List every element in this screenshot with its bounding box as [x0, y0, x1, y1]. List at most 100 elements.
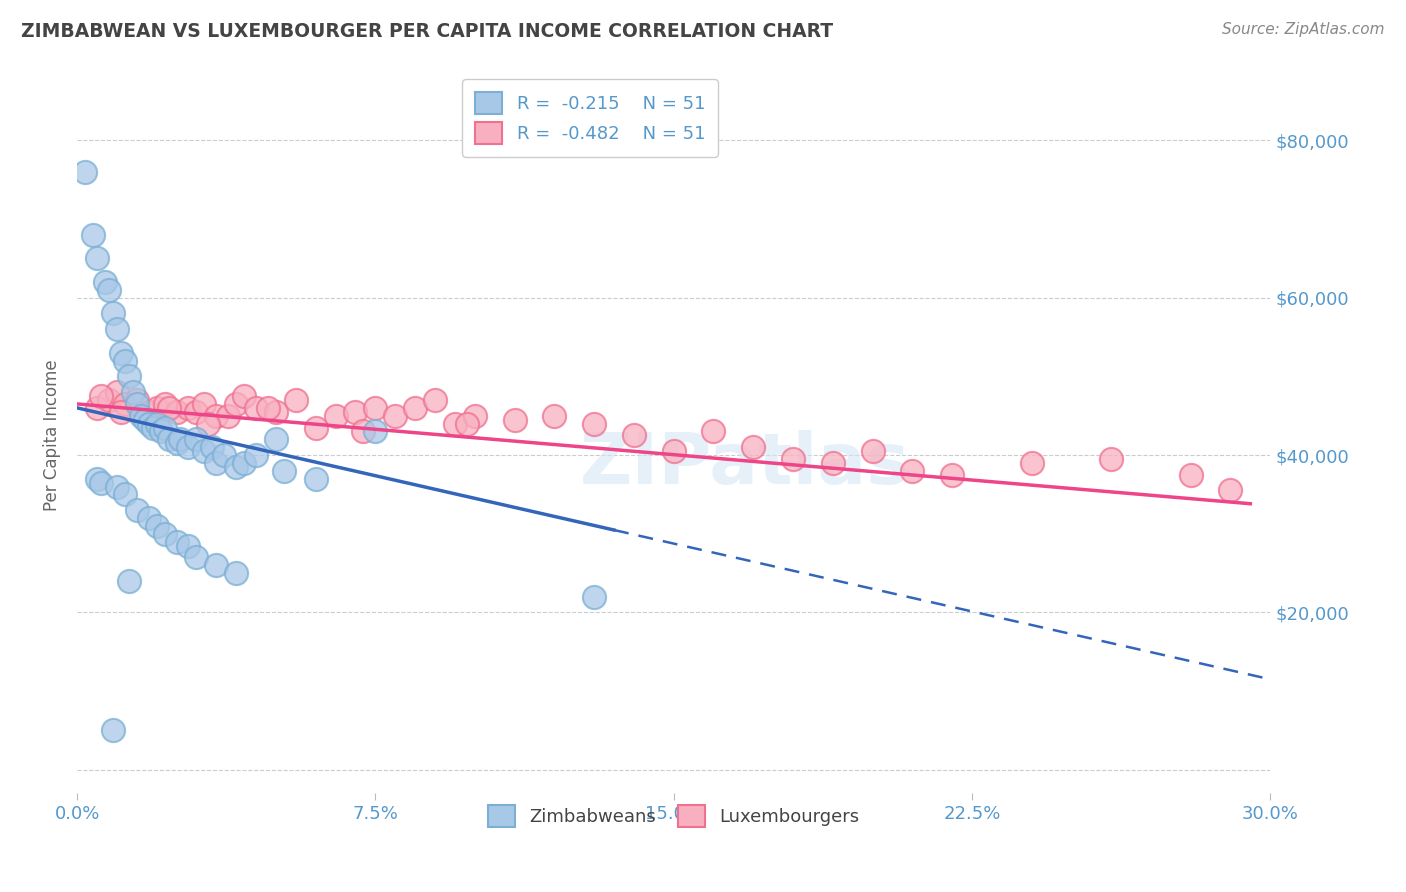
Point: [97, 283, 120, 297]
Point: [623, 428, 645, 442]
Point: [364, 401, 387, 415]
Point: [364, 425, 387, 439]
Point: [90, 389, 112, 403]
Point: [129, 409, 152, 423]
Point: [742, 440, 765, 454]
Point: [1219, 483, 1241, 498]
Point: [225, 459, 247, 474]
Point: [352, 425, 374, 439]
Text: ZIMBABWEAN VS LUXEMBOURGER PER CAPITA INCOME CORRELATION CHART: ZIMBABWEAN VS LUXEMBOURGER PER CAPITA IN…: [21, 22, 834, 41]
Point: [153, 420, 176, 434]
Point: [90, 475, 112, 490]
Point: [344, 405, 367, 419]
Point: [205, 456, 228, 470]
Point: [217, 409, 239, 423]
Point: [264, 433, 287, 447]
Point: [404, 401, 426, 415]
Point: [225, 397, 247, 411]
Point: [862, 444, 884, 458]
Point: [1021, 456, 1043, 470]
Point: [193, 444, 215, 458]
Point: [186, 433, 208, 447]
Point: [245, 401, 267, 415]
Point: [125, 503, 148, 517]
Point: [134, 412, 156, 426]
Point: [233, 456, 256, 470]
Point: [782, 452, 804, 467]
Y-axis label: Per Capita Income: Per Capita Income: [44, 359, 60, 511]
Point: [157, 401, 180, 415]
Point: [153, 397, 176, 411]
Point: [193, 397, 215, 411]
Point: [1099, 452, 1122, 467]
Point: [138, 405, 160, 419]
Point: [105, 385, 128, 400]
Point: [125, 397, 148, 411]
Point: [702, 425, 724, 439]
Point: [273, 464, 295, 478]
Point: [101, 306, 124, 320]
Point: [233, 389, 256, 403]
Legend: Zimbabweans, Luxembourgers: Zimbabweans, Luxembourgers: [481, 798, 866, 834]
Point: [423, 392, 446, 407]
Point: [166, 405, 188, 419]
Point: [456, 417, 478, 431]
Point: [114, 397, 136, 411]
Point: [110, 346, 132, 360]
Text: ZIPatlas: ZIPatlas: [581, 430, 910, 499]
Point: [73, 165, 96, 179]
Point: [138, 417, 160, 431]
Point: [169, 433, 191, 447]
Point: [205, 409, 228, 423]
Point: [142, 420, 165, 434]
Point: [110, 405, 132, 419]
Point: [82, 227, 104, 242]
Point: [105, 479, 128, 493]
Point: [114, 487, 136, 501]
Point: [138, 511, 160, 525]
Point: [264, 405, 287, 419]
Point: [197, 417, 219, 431]
Point: [121, 385, 143, 400]
Point: [149, 425, 172, 439]
Point: [105, 322, 128, 336]
Point: [125, 392, 148, 407]
Point: [205, 558, 228, 573]
Point: [166, 436, 188, 450]
Point: [86, 252, 108, 266]
Point: [157, 433, 180, 447]
Point: [86, 401, 108, 415]
Point: [821, 456, 844, 470]
Point: [1180, 467, 1202, 482]
Point: [543, 409, 565, 423]
Point: [384, 409, 406, 423]
Point: [257, 401, 280, 415]
Point: [901, 464, 924, 478]
Text: Source: ZipAtlas.com: Source: ZipAtlas.com: [1222, 22, 1385, 37]
Point: [583, 590, 606, 604]
Point: [166, 534, 188, 549]
Point: [94, 275, 117, 289]
Point: [118, 369, 141, 384]
Point: [86, 472, 108, 486]
Point: [212, 448, 235, 462]
Point: [145, 401, 167, 415]
Point: [153, 526, 176, 541]
Point: [145, 417, 167, 431]
Point: [503, 412, 526, 426]
Point: [177, 539, 200, 553]
Point: [118, 574, 141, 588]
Point: [101, 723, 124, 738]
Point: [245, 448, 267, 462]
Point: [145, 519, 167, 533]
Point: [201, 440, 224, 454]
Point: [284, 392, 307, 407]
Point: [186, 405, 208, 419]
Point: [114, 353, 136, 368]
Point: [305, 472, 328, 486]
Point: [464, 409, 486, 423]
Point: [186, 550, 208, 565]
Point: [662, 444, 685, 458]
Point: [305, 420, 328, 434]
Point: [583, 417, 606, 431]
